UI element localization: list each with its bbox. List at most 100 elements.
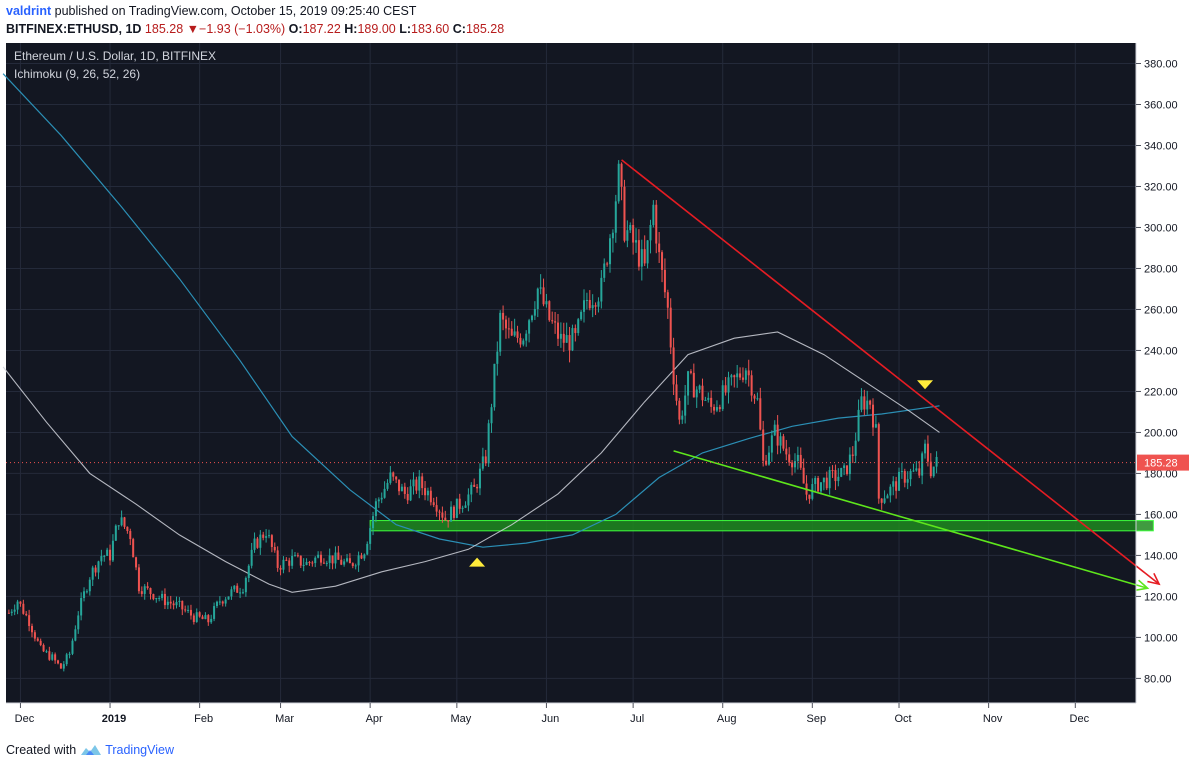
candle-body bbox=[715, 407, 718, 411]
candle-body bbox=[426, 490, 429, 496]
candle-body bbox=[478, 468, 481, 489]
candle-body bbox=[658, 243, 661, 253]
candle-body bbox=[817, 477, 820, 492]
candle-body bbox=[753, 395, 756, 399]
candle-body bbox=[210, 618, 213, 623]
candle-body bbox=[250, 549, 253, 566]
candle-body bbox=[845, 465, 849, 475]
candle-body bbox=[762, 429, 765, 461]
candle-body bbox=[351, 563, 354, 566]
candle-body bbox=[924, 443, 927, 454]
candle-body bbox=[380, 497, 383, 500]
candle-body bbox=[476, 486, 479, 489]
candle-body bbox=[42, 645, 45, 652]
candle-body bbox=[74, 629, 77, 641]
candle-body bbox=[767, 452, 770, 465]
candle-body bbox=[614, 201, 617, 233]
candle-body bbox=[152, 594, 155, 600]
candle-body bbox=[871, 404, 875, 428]
candle-body bbox=[80, 597, 83, 616]
candle-body bbox=[328, 555, 331, 563]
time-tick-label: May bbox=[450, 713, 471, 725]
candle-body bbox=[661, 252, 664, 270]
price-tick-label: 100.00 bbox=[1144, 632, 1178, 644]
tradingview-brand[interactable]: TradingView bbox=[105, 743, 174, 757]
candle-body bbox=[828, 470, 831, 489]
candle-body bbox=[340, 559, 343, 565]
candle-body bbox=[305, 562, 308, 565]
time-tick-label: Jul bbox=[630, 713, 644, 725]
author-name[interactable]: valdrint bbox=[6, 4, 52, 18]
time-tick-label: Nov bbox=[983, 713, 1003, 725]
candle-body bbox=[103, 555, 106, 557]
price-tick-label: 220.00 bbox=[1144, 386, 1178, 398]
candle-body bbox=[695, 389, 698, 398]
candle-body bbox=[461, 507, 464, 509]
candle-body bbox=[559, 333, 562, 339]
candle-body bbox=[357, 555, 360, 566]
candle-body bbox=[97, 561, 100, 573]
candle-body bbox=[143, 586, 146, 594]
candle-body bbox=[837, 476, 840, 482]
candle-body bbox=[698, 385, 701, 390]
candle-body bbox=[502, 312, 505, 320]
candle-body bbox=[48, 651, 51, 660]
candle-body bbox=[201, 616, 204, 620]
candle-body bbox=[883, 498, 886, 503]
candle-body bbox=[736, 373, 739, 378]
candle-body bbox=[259, 534, 262, 548]
candle-body bbox=[117, 525, 120, 527]
candle-body bbox=[539, 287, 542, 289]
price-tick-label: 200.00 bbox=[1144, 427, 1178, 439]
candle-body bbox=[741, 377, 744, 380]
candle-body bbox=[256, 538, 259, 548]
price-tick-label: 300.00 bbox=[1144, 222, 1178, 234]
candle-body bbox=[713, 406, 716, 411]
candle-body bbox=[635, 240, 638, 243]
time-tick-label: Dec bbox=[1070, 713, 1090, 725]
candle-body bbox=[854, 440, 857, 456]
support-trend-line bbox=[673, 450, 1148, 589]
candle-body bbox=[77, 615, 80, 630]
candle-body bbox=[241, 592, 244, 594]
candles bbox=[7, 160, 938, 672]
candle-body bbox=[530, 315, 533, 321]
candle-body bbox=[334, 552, 337, 564]
candle-body bbox=[568, 335, 571, 351]
candle-body bbox=[929, 461, 932, 477]
candle-body bbox=[233, 585, 236, 590]
candle-body bbox=[707, 397, 710, 400]
white-moving-average-line bbox=[2, 331, 940, 593]
candle-body bbox=[504, 319, 507, 329]
candle-body bbox=[597, 301, 600, 307]
candle-body bbox=[192, 615, 195, 622]
candle-body bbox=[135, 557, 138, 568]
candle-body bbox=[403, 486, 406, 494]
candle-body bbox=[120, 517, 123, 526]
candle-body bbox=[643, 249, 646, 264]
candle-body bbox=[161, 593, 164, 598]
candle-body bbox=[311, 562, 314, 564]
candle-body bbox=[218, 601, 221, 603]
candle-body bbox=[874, 424, 877, 428]
price-tick-label: 320.00 bbox=[1144, 181, 1178, 193]
candle-body bbox=[163, 593, 166, 606]
candle-body bbox=[392, 472, 395, 477]
price-chart[interactable]: 80.00 100.00 120.00 140.00 160.00 180.00 200.0… bbox=[0, 41, 1194, 735]
candle-body bbox=[669, 307, 672, 348]
candle-body bbox=[444, 517, 447, 521]
candle-body bbox=[747, 370, 750, 376]
candle-body bbox=[39, 640, 42, 646]
candle-body bbox=[65, 654, 68, 665]
candle-body bbox=[450, 506, 453, 522]
candle-body bbox=[28, 615, 31, 626]
candle-body bbox=[906, 479, 909, 483]
candle-body bbox=[137, 567, 140, 592]
candle-body bbox=[892, 481, 895, 487]
candle-body bbox=[840, 468, 843, 477]
candle-body bbox=[912, 470, 915, 472]
candle-body bbox=[308, 562, 311, 564]
candle-body bbox=[239, 592, 242, 594]
candle-body bbox=[522, 340, 525, 345]
candle-body bbox=[574, 328, 577, 334]
